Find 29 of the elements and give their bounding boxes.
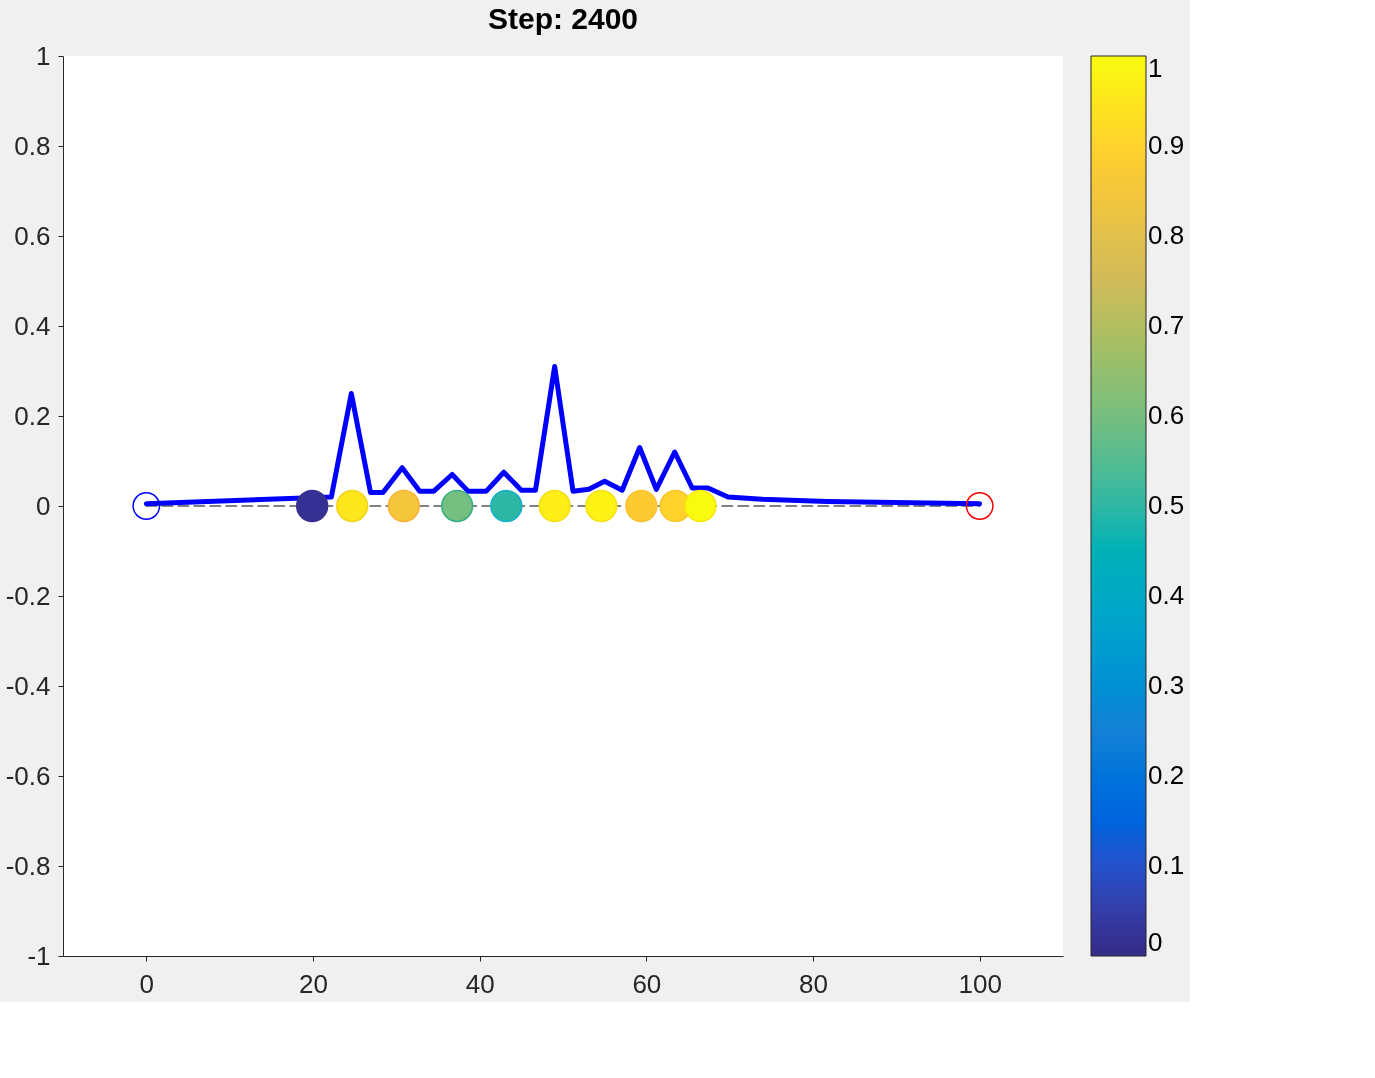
x-tick-label: 60 xyxy=(632,968,662,999)
color-bar-label: 0 xyxy=(1148,927,1163,957)
x-tick-label: 20 xyxy=(299,968,328,999)
y-tick-label: -0.2 xyxy=(5,580,51,611)
color-bar-label: 0.8 xyxy=(1148,220,1185,250)
x-tick-label: 0 xyxy=(139,968,155,999)
color-bar-label: 0.3 xyxy=(1148,670,1185,700)
y-tick-label: -0.6 xyxy=(5,760,51,791)
color-bar-label: 0.9 xyxy=(1148,130,1185,160)
y-tick-label: -0.4 xyxy=(5,670,51,701)
y-tick-label: -0.8 xyxy=(5,850,51,881)
color-bar-label: 0.7 xyxy=(1148,310,1185,340)
color-bar-label: 0.5 xyxy=(1148,490,1185,520)
y-tick-label: 0.4 xyxy=(14,310,51,341)
y-tick-label: 0.2 xyxy=(14,400,51,431)
y-tick-label: -1 xyxy=(27,940,51,971)
chart-title: Step: 2400 xyxy=(487,2,639,35)
x-tick-label: 100 xyxy=(958,968,1002,999)
y-tick-label: 0 xyxy=(36,490,51,521)
color-bar-label: 0.4 xyxy=(1148,580,1185,610)
x-tick-label: 80 xyxy=(799,968,828,999)
y-tick-label: 1 xyxy=(36,40,51,71)
color-bar-label: 0.1 xyxy=(1148,850,1185,880)
x-tick-label: 40 xyxy=(465,968,495,999)
color-bar-label: 0.6 xyxy=(1148,400,1185,430)
color-bar-label: 0.2 xyxy=(1148,760,1185,790)
y-tick-label: 0.6 xyxy=(14,220,51,251)
color-bar-label: 1 xyxy=(1148,53,1163,83)
y-tick-label: 0.8 xyxy=(14,130,51,161)
